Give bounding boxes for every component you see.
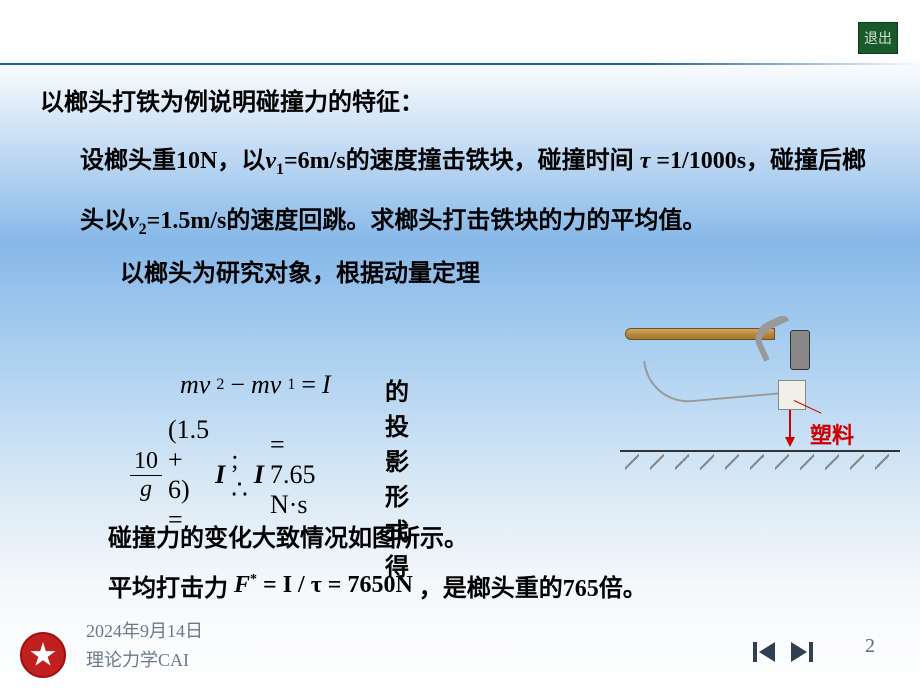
motion-arc	[643, 349, 786, 406]
sub-v2: 2	[139, 221, 147, 238]
footer-info: 2024年9月14日 理论力学CAI	[86, 617, 203, 675]
hatch-mark	[825, 454, 839, 470]
prev-triangle-icon	[759, 642, 775, 662]
floor-line	[620, 450, 900, 470]
equation-3: F* = I / τ = 7650N	[234, 572, 413, 599]
footer-date: 2024年9月14日	[86, 617, 203, 646]
eq1-minus: −	[230, 370, 245, 400]
divider-line	[0, 63, 920, 65]
eq1-I: I	[322, 370, 331, 400]
eq1-m2: mv	[251, 370, 281, 400]
force-arrow-icon	[789, 410, 791, 445]
study-line: 以榔头为研究对象，根据动量定理	[40, 256, 890, 292]
text-p1b: 的速度撞击铁块，碰撞时间	[346, 148, 634, 174]
equation-2: 10 g (1.5 + 6) = I ; ∴ I = 7.65 N·s	[130, 415, 315, 535]
var-v2: v	[128, 208, 139, 234]
problem-paragraph: 设榔头重10N，以v1=6m/s的速度撞击铁块，碰撞时间 τ =1/1000s，…	[40, 131, 890, 251]
hammer-face	[790, 330, 810, 370]
eq2-I2: I	[254, 460, 264, 490]
plastic-label: 塑料	[810, 418, 854, 450]
hatch-mark	[700, 454, 714, 470]
hammer-handle	[625, 328, 775, 340]
eq2-paren: (1.5 + 6) =	[168, 415, 209, 535]
page-number: 2	[865, 635, 875, 658]
eq2-semi: ; ∴	[231, 445, 248, 505]
eq2-num: 10	[130, 448, 162, 476]
footer-course: 理论力学CAI	[86, 646, 203, 675]
eq1-eq: =	[301, 370, 316, 400]
eq1-s2: 1	[287, 376, 295, 394]
eq2-den: g	[136, 476, 156, 503]
eq3-body: = I / τ = 7650N	[257, 572, 413, 598]
hatch-mark	[775, 454, 789, 470]
prev-button[interactable]	[753, 642, 777, 662]
next-button[interactable]	[791, 642, 815, 662]
eq1-m1: mv	[180, 370, 210, 400]
val-v1: =6m/s	[284, 148, 346, 174]
summary-line-1: 碰撞力的变化大致情况如图所示。	[108, 518, 468, 553]
hatch-mark	[850, 454, 864, 470]
eq3-F: F	[234, 572, 250, 598]
summary-line-2: 平均打击力 F* = I / τ = 7650N ，是榔头重的765倍。	[108, 568, 647, 603]
hatch-mark	[725, 454, 739, 470]
hatch-mark	[800, 454, 814, 470]
text-p1a: 设榔头重10N，以	[80, 148, 265, 174]
hatch-mark	[625, 454, 639, 470]
prev-bar-icon	[753, 642, 757, 662]
var-v1: v	[265, 148, 276, 174]
eq2-fraction: 10 g	[130, 448, 162, 503]
summary2b: ，是榔头重的765倍。	[419, 568, 647, 603]
hatch-mark	[875, 454, 889, 470]
sub-v1: 1	[276, 161, 284, 178]
exit-button[interactable]: 退出	[858, 22, 898, 54]
text-p2b: 的速度回跳。求榔头打击铁块的力的平均值。	[226, 208, 706, 234]
val-v2: =1.5m/s	[147, 208, 227, 234]
hatch-mark	[750, 454, 764, 470]
var-tau: τ	[640, 148, 651, 174]
plastic-block	[778, 380, 806, 410]
heading-text: 以榔头打铁为例说明碰撞力的特征：	[40, 85, 890, 121]
equation-1: mv 2 − mv 1 = I	[180, 370, 331, 400]
eq1-s1: 2	[216, 376, 224, 394]
next-triangle-icon	[791, 642, 807, 662]
hammer-diagram: 塑料	[620, 300, 900, 480]
next-bar-icon	[809, 642, 813, 662]
hatch-mark	[675, 454, 689, 470]
logo-inner	[30, 642, 56, 668]
eq2-I1: I	[215, 460, 225, 490]
hatch-mark	[650, 454, 664, 470]
logo-icon	[20, 632, 66, 678]
eq2-val: = 7.65 N·s	[270, 430, 316, 520]
eq3-star: *	[250, 572, 257, 587]
content-area: 以榔头打铁为例说明碰撞力的特征： 设榔头重10N，以v1=6m/s的速度撞击铁块…	[40, 85, 890, 292]
summary2a: 平均打击力	[108, 568, 228, 603]
nav-buttons	[753, 642, 815, 662]
footer-bar: 2024年9月14日 理论力学CAI 2	[0, 620, 920, 690]
